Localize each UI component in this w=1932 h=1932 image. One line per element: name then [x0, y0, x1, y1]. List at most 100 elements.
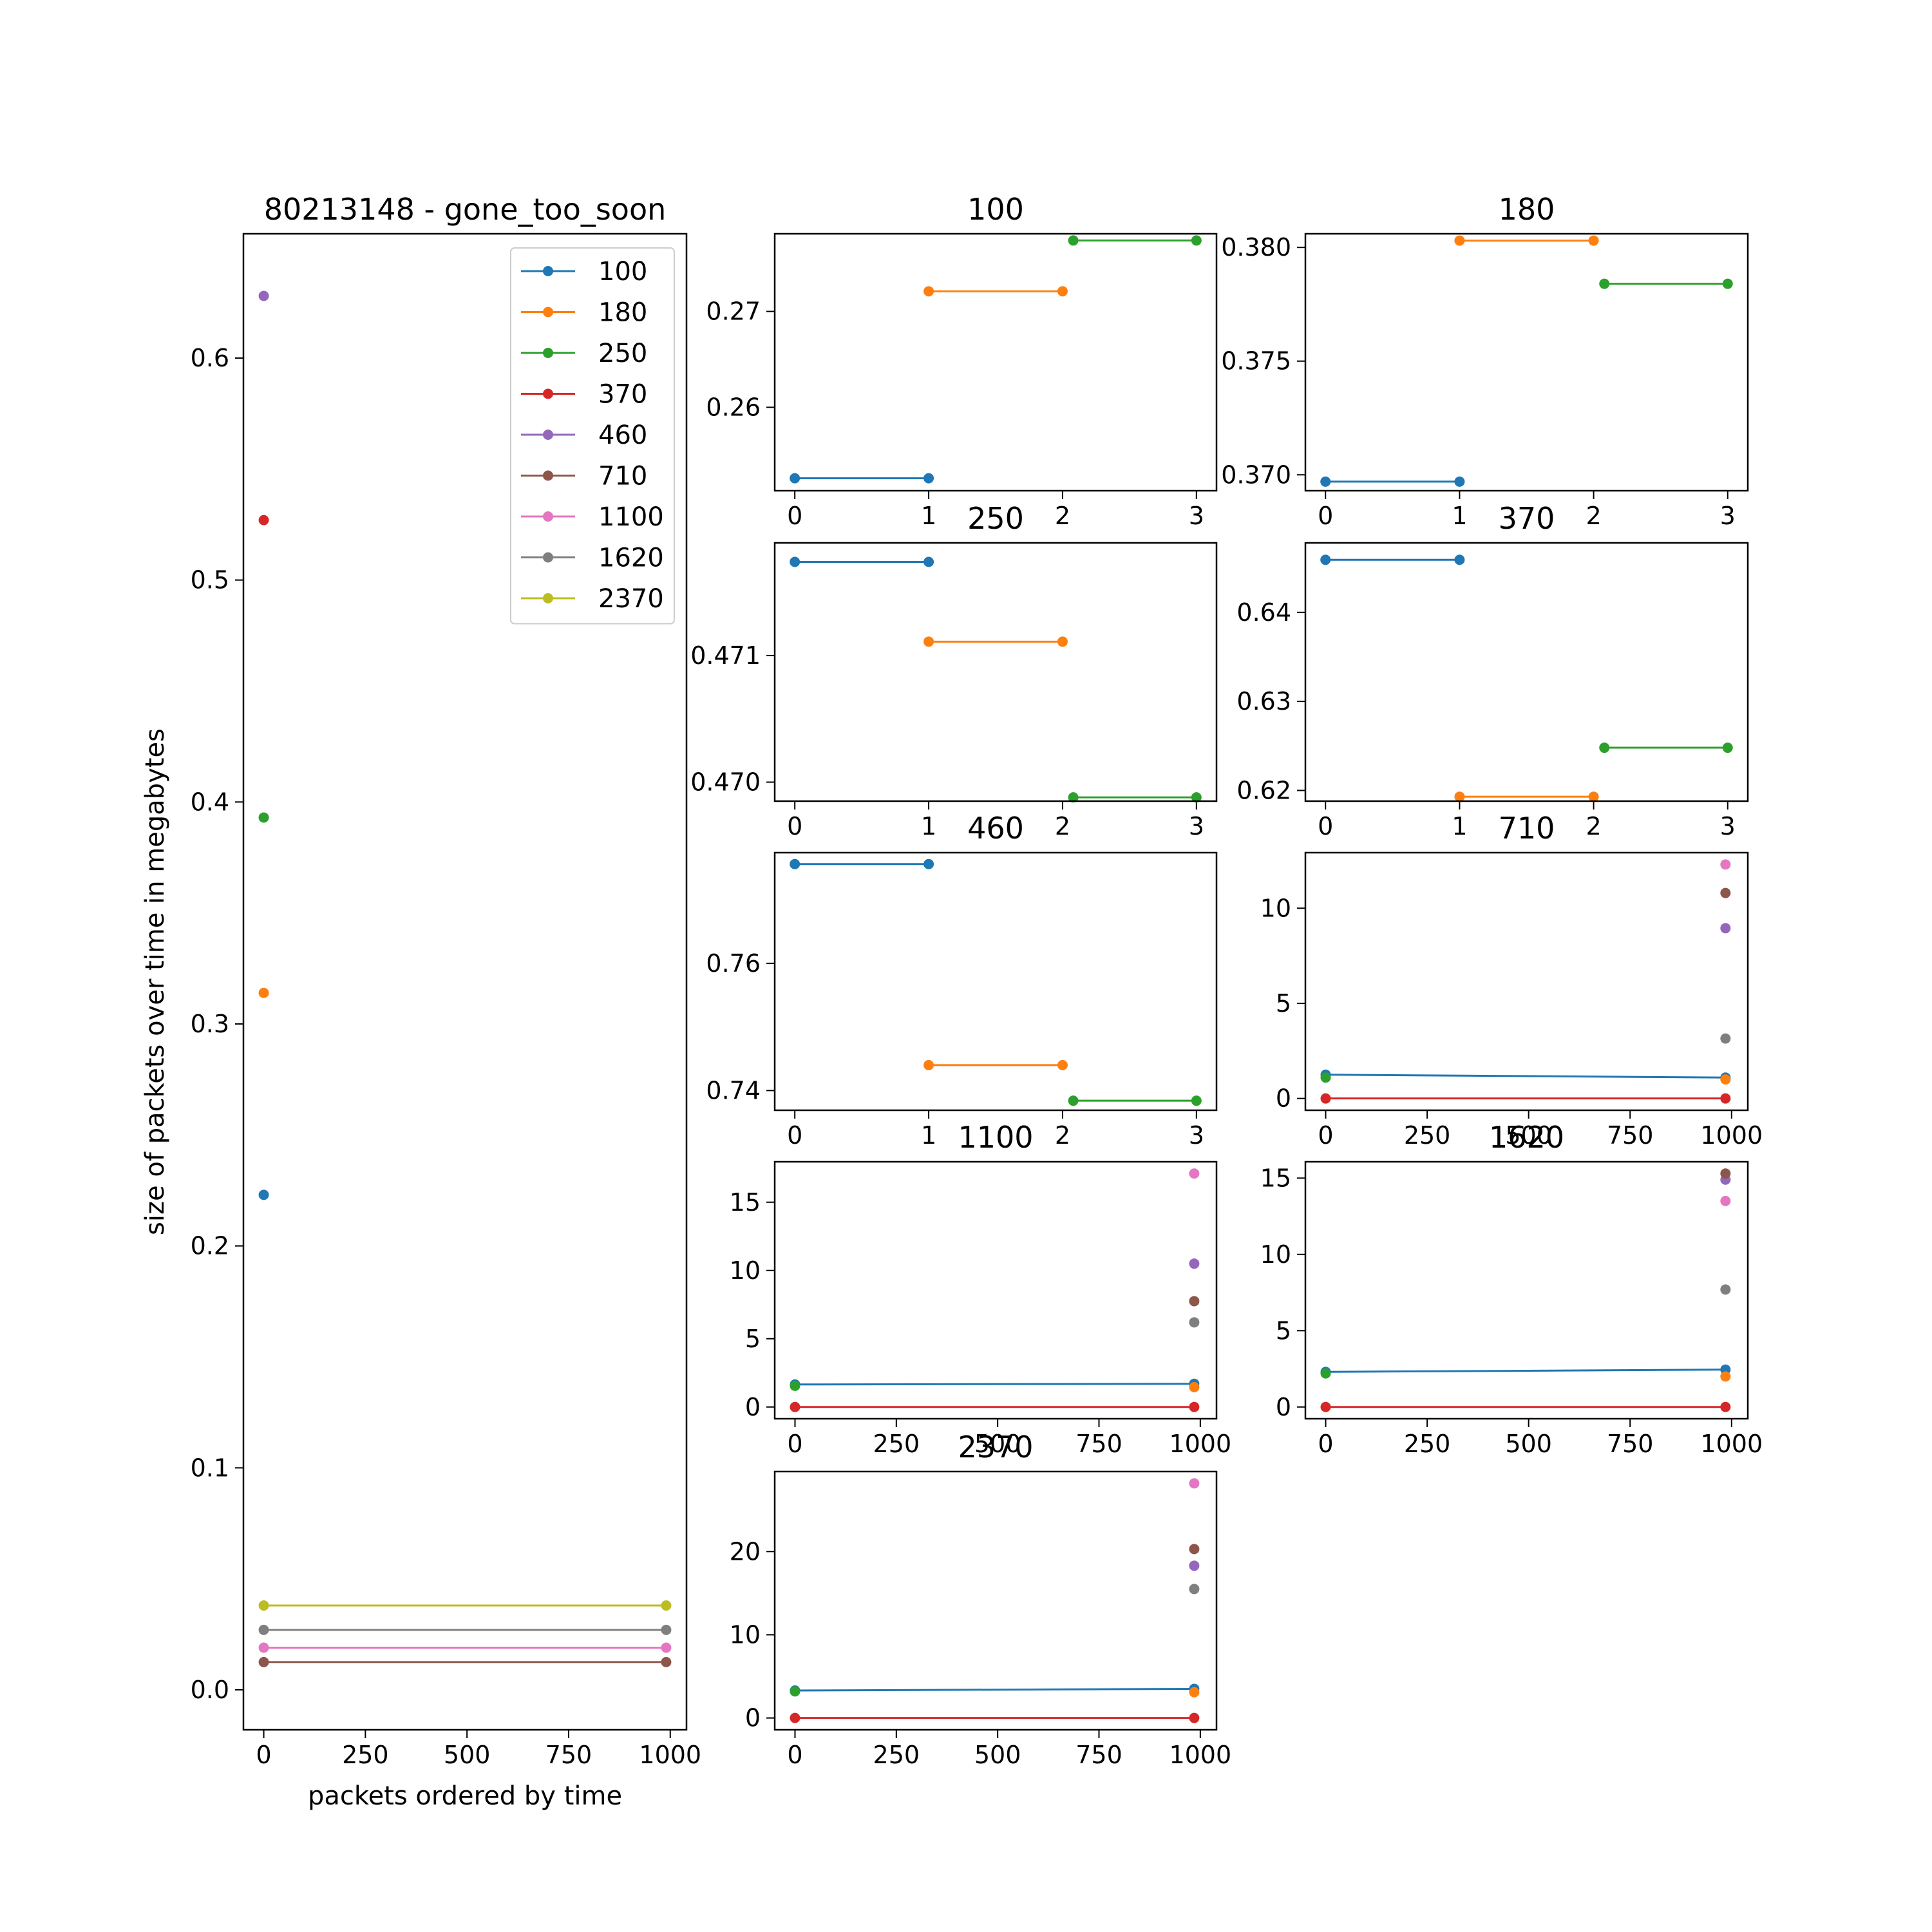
- data-point: [1191, 1095, 1202, 1106]
- data-point: [1191, 792, 1202, 803]
- x-tick-label: 1: [921, 812, 936, 840]
- y-tick-label: 0: [745, 1393, 761, 1421]
- series-250: [1320, 1368, 1331, 1379]
- data-point: [1720, 887, 1731, 898]
- data-point: [923, 1059, 934, 1070]
- data-point: [258, 515, 269, 526]
- data-point: [1189, 1560, 1200, 1571]
- y-tick-label: 5: [1276, 1316, 1291, 1345]
- data-point: [1588, 235, 1599, 246]
- y-tick-label: 0.470: [690, 768, 761, 797]
- series-line: [795, 1383, 1195, 1386]
- y-tick-label: 5: [745, 1325, 761, 1353]
- data-point: [1068, 792, 1079, 803]
- x-tick-label: 1: [1452, 812, 1467, 840]
- x-tick-label: 0: [787, 1121, 802, 1150]
- subplot-title: 370: [1499, 501, 1555, 536]
- legend-swatch-marker: [543, 348, 553, 358]
- data-point: [1720, 1371, 1731, 1382]
- chart-p180: 0 1 2 3 0.370 0.375 0.380 180: [1221, 192, 1749, 530]
- plot-frame: [773, 1160, 1218, 1420]
- series-370: [790, 1712, 1200, 1723]
- plot-frame: [1304, 851, 1749, 1112]
- series-100: [1320, 1069, 1731, 1083]
- chart-p100: 0 1 2 3 0.26 0.27 100: [706, 192, 1218, 530]
- legend-entry-2370: 2370: [521, 584, 664, 614]
- legend-box: [510, 247, 675, 625]
- data-point: [1454, 791, 1465, 802]
- y-tick-label: 0.370: [1221, 460, 1291, 489]
- series-460: [258, 290, 269, 301]
- subplot-title: 180: [1499, 192, 1555, 227]
- legend-swatch-marker: [543, 593, 553, 603]
- x-tick-label: 3: [1189, 1121, 1204, 1150]
- y-tick-label: 0: [1276, 1393, 1291, 1421]
- series-1620: [1189, 1584, 1200, 1595]
- data-point: [790, 1686, 800, 1697]
- series-1100: [1720, 859, 1731, 870]
- data-point: [1057, 1059, 1068, 1070]
- data-point: [1189, 1258, 1200, 1269]
- x-tick-label: 750: [1075, 1741, 1122, 1769]
- legend-entry-1100: 1100: [521, 502, 664, 532]
- legend-entry-370: 370: [521, 380, 647, 410]
- series-100: [790, 1683, 1200, 1696]
- legend-swatch-marker: [543, 511, 553, 522]
- data-point: [1320, 1401, 1331, 1412]
- data-point: [258, 1189, 269, 1200]
- series-250: [790, 1380, 800, 1391]
- data-point: [1720, 1168, 1731, 1179]
- data-point: [790, 556, 800, 567]
- data-point: [790, 1380, 800, 1391]
- x-tick-label: 500: [974, 1430, 1021, 1458]
- chart-p2370: 0 250 500 750 1000 0 10 20 2370: [730, 1430, 1232, 1769]
- data-point: [923, 858, 934, 869]
- x-tick-label: 0: [1318, 502, 1333, 530]
- data-point: [258, 812, 269, 823]
- series-180: [923, 286, 1068, 297]
- series-370: [1320, 1401, 1731, 1412]
- y-tick-label: 0.6: [191, 344, 229, 372]
- legend-label: 100: [598, 257, 647, 287]
- x-axis-label: packets ordered by time: [308, 1781, 622, 1811]
- series-1100: [1720, 1195, 1731, 1206]
- series-line: [795, 1687, 1195, 1692]
- x-tick-label: 0: [1318, 1430, 1333, 1458]
- y-tick-label: 0.375: [1221, 347, 1291, 375]
- series-1100: [1189, 1168, 1200, 1179]
- data-point: [1191, 235, 1202, 246]
- series-100: [1320, 476, 1465, 487]
- plot-frame: [773, 851, 1218, 1112]
- chart-p460: 0 1 2 3 0.74 0.76 460: [706, 811, 1218, 1150]
- x-tick-label: 0: [256, 1741, 271, 1769]
- y-tick-label: 0.4: [191, 788, 229, 816]
- series-100: [790, 858, 934, 869]
- x-tick-label: 3: [1189, 502, 1204, 530]
- x-tick-label: 1: [1452, 502, 1467, 530]
- data-point: [1720, 859, 1731, 870]
- x-tick-label: 750: [1607, 1121, 1654, 1150]
- data-point: [1320, 554, 1331, 565]
- series-100: [790, 1378, 1200, 1390]
- y-tick-label: 10: [730, 1256, 761, 1285]
- data-point: [258, 290, 269, 301]
- series-180: [923, 636, 1068, 647]
- series-180: [1189, 1382, 1200, 1393]
- y-tick-label: 0.62: [1236, 776, 1291, 804]
- data-point: [1057, 636, 1068, 647]
- data-point: [258, 1600, 269, 1611]
- data-point: [1720, 1284, 1731, 1295]
- data-point: [1722, 278, 1733, 289]
- x-tick-label: 1000: [1169, 1430, 1231, 1458]
- legend-label: 710: [598, 462, 647, 491]
- x-tick-label: 250: [873, 1430, 920, 1458]
- legend-entry-710: 710: [521, 462, 647, 491]
- series-100: [1320, 1364, 1731, 1378]
- legend-entry-250: 250: [521, 339, 647, 368]
- series-180: [1720, 1371, 1731, 1382]
- x-tick-label: 2: [1586, 812, 1601, 840]
- x-tick-label: 500: [444, 1741, 491, 1769]
- series-180: [258, 987, 269, 998]
- subplot-title: 460: [967, 811, 1024, 846]
